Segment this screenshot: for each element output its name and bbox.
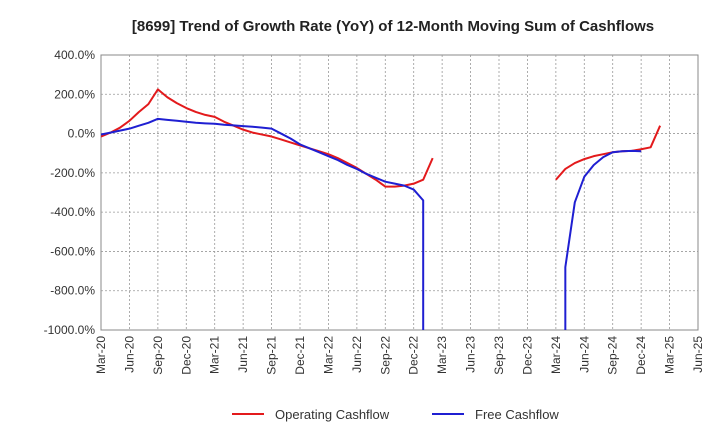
legend: Operating Cashflow Free Cashflow (232, 407, 559, 422)
x-tick-label: Mar-22 (321, 336, 335, 374)
x-tick-label: Mar-20 (94, 336, 108, 374)
x-tick-label: Jun-21 (236, 336, 250, 373)
x-tick-label: Mar-25 (663, 336, 677, 374)
x-tick-label: Jun-25 (691, 336, 705, 373)
series-line (555, 125, 662, 181)
x-tick-label: Jun-23 (464, 336, 478, 373)
chart-title: [8699] Trend of Growth Rate (YoY) of 12-… (132, 18, 654, 35)
series-line (101, 88, 434, 188)
y-tick-label: -200.0% (50, 166, 95, 180)
x-tick-label: Dec-21 (293, 336, 307, 375)
legend-label: Operating Cashflow (275, 407, 390, 422)
grid-layer (100, 54, 699, 331)
x-tick-label: Jun-24 (577, 336, 591, 373)
y-tick-label: -1000.0% (44, 323, 96, 337)
y-tick-label: -800.0% (50, 284, 95, 298)
y-tick-label: -600.0% (50, 244, 95, 258)
y-tick-label: 400.0% (54, 48, 95, 62)
series-free-cashflow (101, 117, 642, 330)
y-tick-label: 0.0% (68, 127, 96, 141)
plot-frame (100, 54, 699, 331)
x-tick-label: Jun-20 (122, 336, 136, 373)
legend-free-cashflow: Free Cashflow (432, 407, 559, 422)
x-tick-label: Mar-21 (208, 336, 222, 374)
x-tick-label: Dec-24 (634, 336, 648, 375)
legend-operating-cashflow: Operating Cashflow (232, 407, 390, 422)
legend-label: Free Cashflow (475, 407, 559, 422)
x-tick-label: Mar-24 (549, 336, 563, 374)
x-tick-label: Sep-24 (606, 336, 620, 375)
x-tick-label: Dec-23 (520, 336, 534, 375)
x-tick-label: Jun-22 (350, 336, 364, 373)
axis-layer: Mar-20 Jun-20 Sep-20 Dec-20 Mar-21 Jun-21 Sep-… (44, 48, 705, 375)
x-tick-label: Sep-21 (265, 336, 279, 375)
x-tick-label: Sep-23 (492, 336, 506, 375)
y-tick-label: 200.0% (54, 87, 95, 101)
series-line (564, 149, 642, 330)
x-tick-label: Sep-22 (378, 336, 392, 375)
y-tick-label: -400.0% (50, 205, 95, 219)
x-tick-label: Mar-23 (435, 336, 449, 374)
x-tick-label: Sep-20 (151, 336, 165, 375)
series-line (101, 117, 425, 330)
x-tick-label: Dec-20 (179, 336, 193, 375)
x-tick-label: Dec-22 (407, 336, 421, 375)
series-layer (101, 88, 662, 330)
series-operating-cashflow (101, 88, 662, 188)
